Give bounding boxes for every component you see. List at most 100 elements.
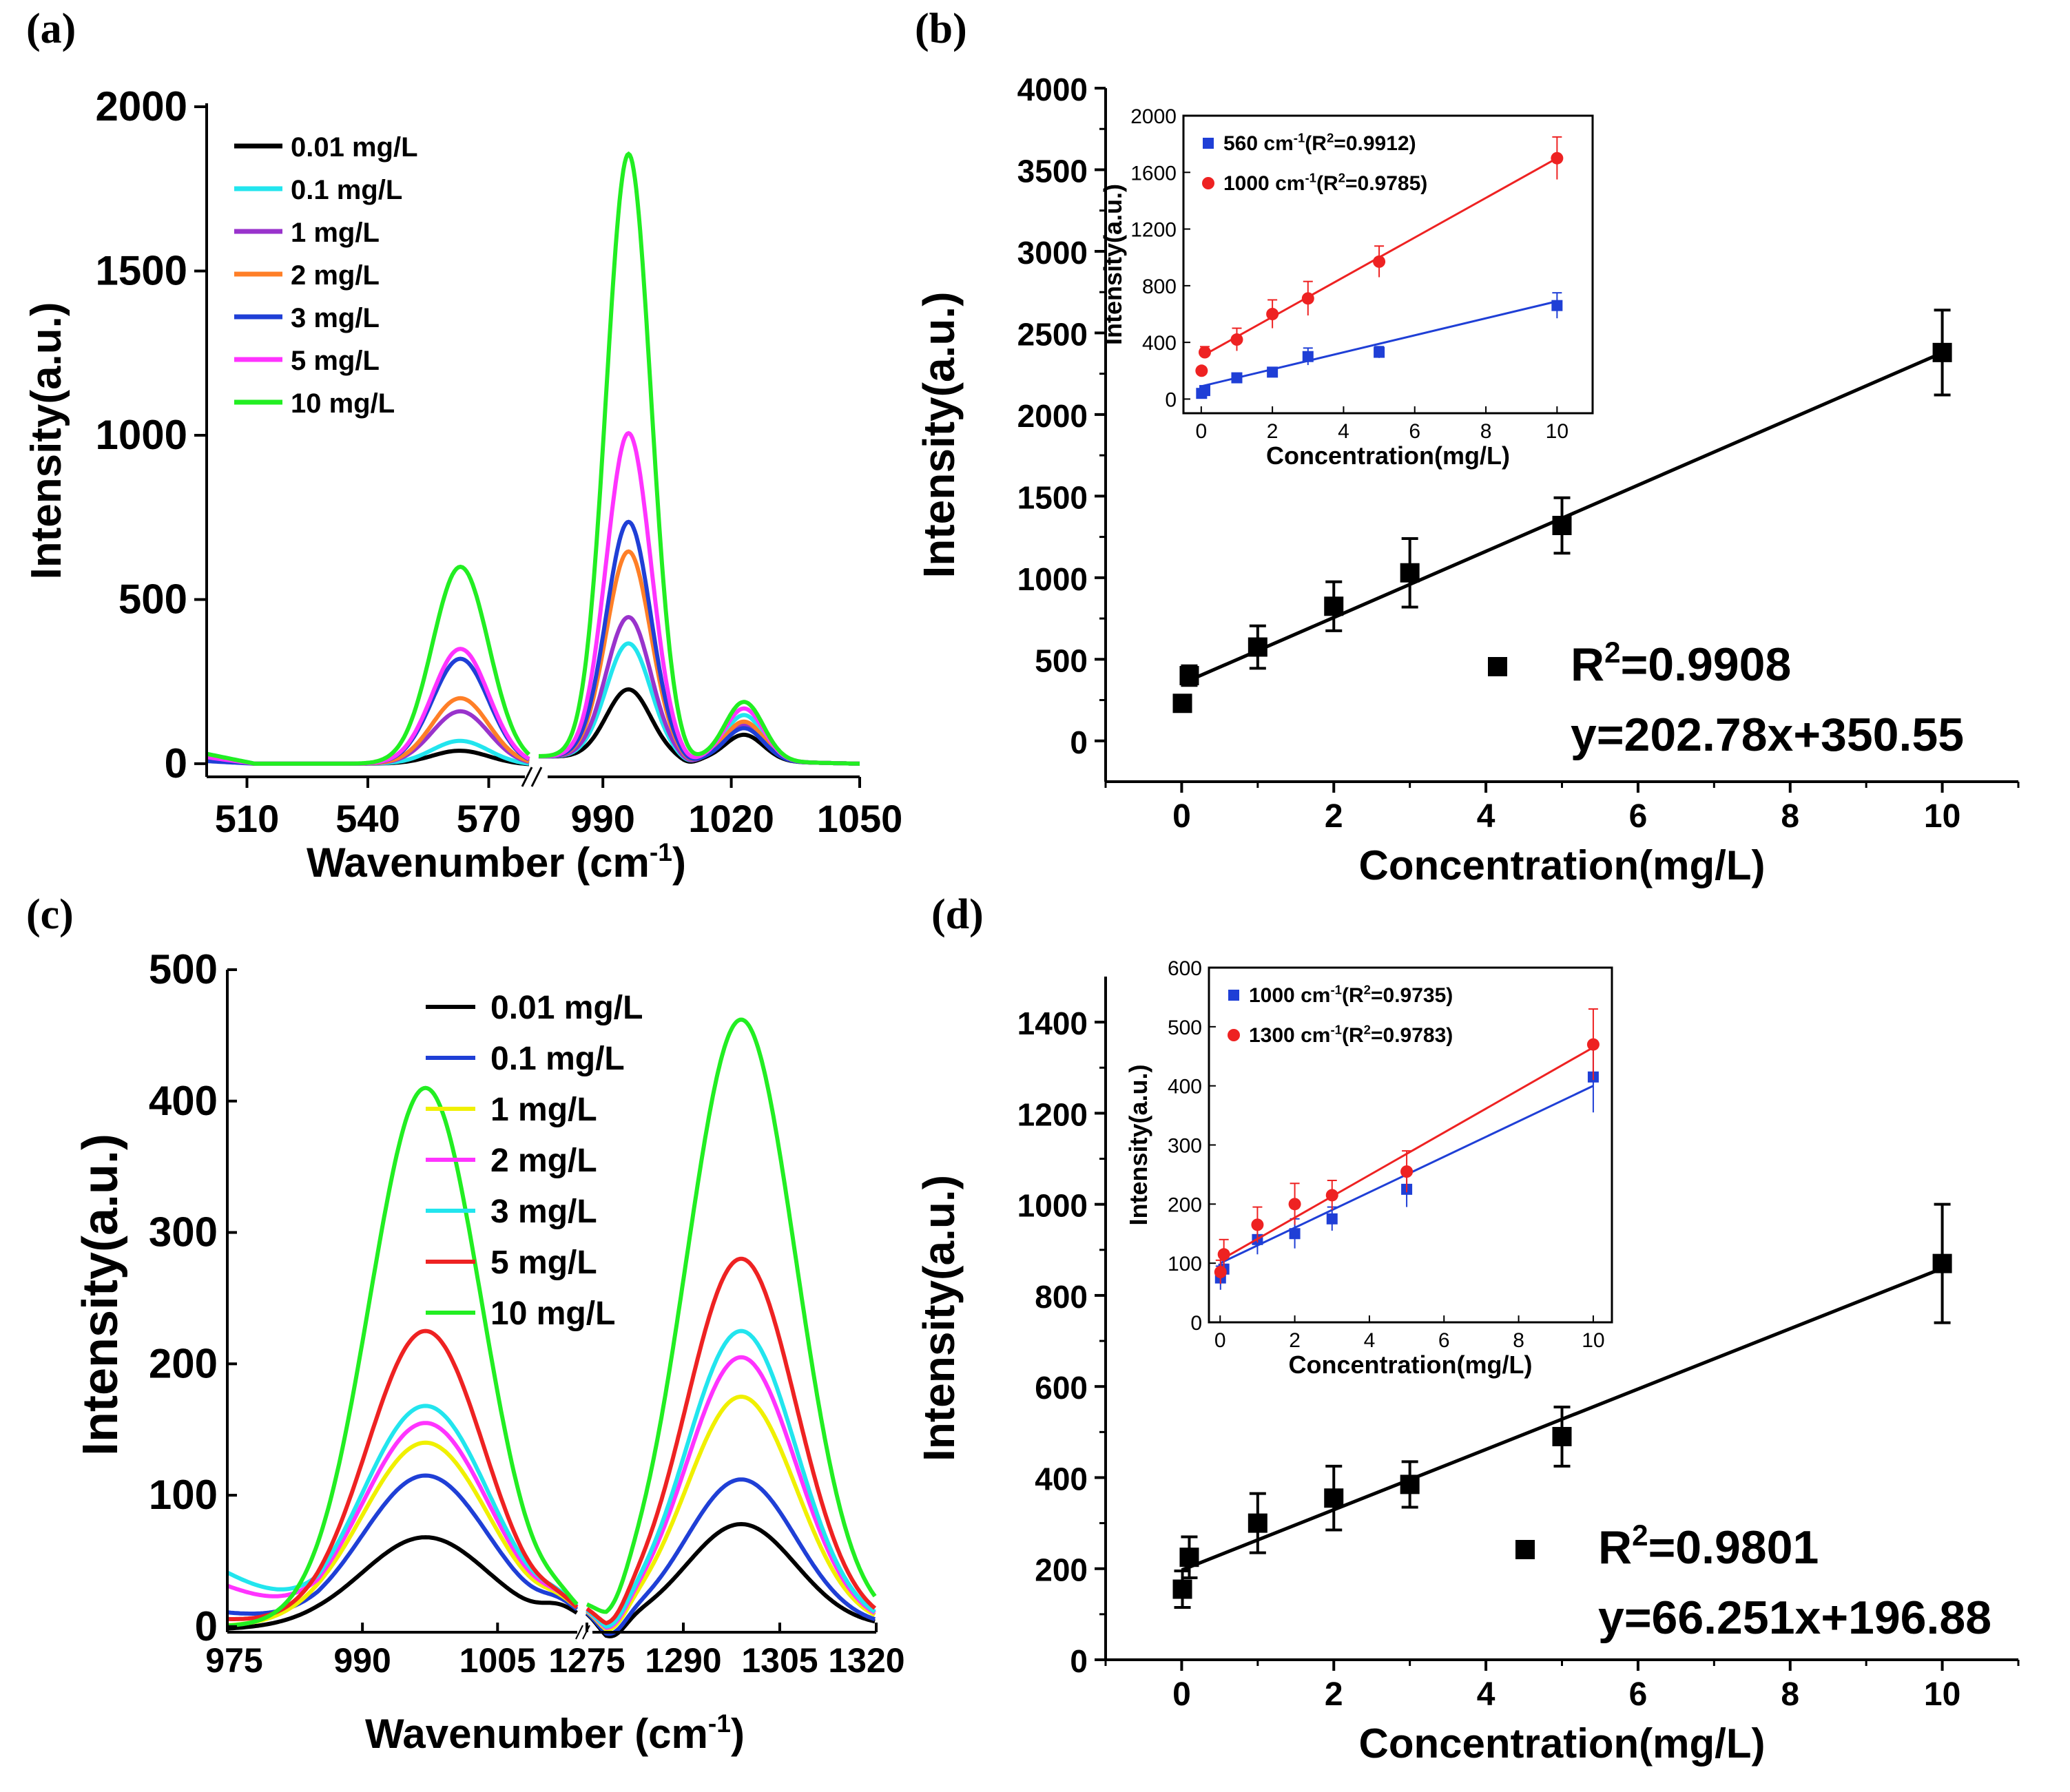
text-span: -1 [1330, 983, 1342, 997]
legend-label-a: 2 mg/L [291, 260, 380, 291]
inset-x-tick-label-d: 0 [1214, 1329, 1226, 1352]
inset-d: 0 100 200 300 400 500 600 0 2 4 6 8 10 Concentration(… [1124, 957, 1613, 1379]
legend-marker-d [1515, 1540, 1535, 1559]
y-tick-label-d: 600 [1035, 1370, 1088, 1406]
inset-frame-d [1208, 966, 1613, 1324]
inset-y-tick-label-b: 2000 [1130, 105, 1177, 128]
y-tick-label-a: 1000 [96, 412, 187, 458]
inset-legend-marker-b [1203, 138, 1214, 149]
inset-data-point-d [1251, 1218, 1264, 1231]
panel-label-c: (c) [26, 891, 74, 938]
inset-fit-line-b [1201, 300, 1557, 388]
series-line-c-right [585, 1521, 876, 1638]
text-span: =0.9801 [1648, 1521, 1819, 1574]
x-tick-label-b: 2 [1325, 798, 1343, 835]
inset-y-axis-label-d: Intensity(a.u.) [1124, 1064, 1152, 1225]
inset-data-point-b [1231, 372, 1243, 384]
inset-legend-marker-b [1202, 177, 1214, 189]
x-tick-label-a: 510 [215, 797, 279, 840]
x-tick-label-c: 1005 [459, 1641, 536, 1680]
inset-x-tick-label-b: 4 [1338, 420, 1349, 443]
panel-c: (c) 0 100 200 300 400 500 975 990 1005 1275 1290 130… [26, 891, 905, 1757]
curves-a [206, 151, 860, 767]
text-span: Wavenumber (cm [307, 840, 650, 886]
inset-data-point-d [1400, 1165, 1414, 1178]
legend-label-a: 3 mg/L [291, 303, 380, 333]
y-tick-label-d: 1200 [1017, 1096, 1088, 1132]
text-span: ) [672, 840, 686, 886]
inset-b: 0 400 800 1200 1600 2000 0 2 4 6 8 10 Concentration(… [1099, 105, 1594, 470]
y-tick-label-d: 0 [1070, 1643, 1088, 1679]
equation-label-b: y=202.78x+350.55 [1571, 709, 1964, 761]
text-span: ) [731, 1711, 745, 1757]
y-axis-label-d: Intensity(a.u.) [914, 1175, 964, 1461]
legend-label-a: 0.01 mg/L [291, 132, 418, 163]
legend-label-a: 0.1 mg/L [291, 175, 402, 205]
text-span: =0.9783) [1371, 1024, 1453, 1047]
data-point-d [1400, 1475, 1420, 1494]
y-tick-label-d: 1400 [1017, 1006, 1088, 1041]
legend-label-c: 5 mg/L [490, 1244, 597, 1281]
series-line-c-left [227, 1535, 578, 1631]
y-tick-label-c: 300 [149, 1209, 218, 1256]
inset-y-tick-label-d: 400 [1168, 1076, 1202, 1098]
inset-data-point-b [1199, 385, 1210, 397]
legend-marker-b [1488, 657, 1507, 676]
x-axis-label-b: Concentration(mg/L) [1359, 842, 1766, 888]
y-axis-label-a: Intensity(a.u.) [23, 302, 70, 579]
legend-label-c: 3 mg/L [490, 1194, 597, 1230]
r2-label-b: R2=0.9908 [1571, 636, 1791, 691]
inset-y-tick-label-b: 1200 [1130, 219, 1177, 242]
text-span: 2 [1604, 636, 1620, 669]
x-tick-label-b: 6 [1629, 798, 1648, 835]
panel-label-b: (b) [915, 6, 967, 52]
y-tick-label-b: 500 [1035, 643, 1088, 678]
legend-label-c: 2 mg/L [490, 1143, 597, 1179]
text-span: -1 [650, 837, 672, 866]
x-tick-label-c: 975 [205, 1641, 262, 1680]
inset-data-point-b [1373, 255, 1386, 268]
inset-y-tick-label-b: 0 [1165, 388, 1177, 411]
inset-x-tick-label-b: 6 [1409, 420, 1420, 443]
legend-label-a: 1 mg/L [291, 218, 380, 248]
inset-x-axis-label-d: Concentration(mg/L) [1289, 1351, 1533, 1379]
x-tick-label-a: 570 [457, 797, 521, 840]
inset-y-tick-label-d: 300 [1168, 1135, 1202, 1158]
data-point-d [1248, 1513, 1267, 1533]
series-line-c-left [226, 1404, 579, 1607]
inset-data-point-d [1288, 1198, 1301, 1211]
inset-y-tick-label-d: 200 [1168, 1194, 1202, 1216]
inset-data-point-b [1198, 346, 1211, 359]
inset-x-axis-label-b: Concentration(mg/L) [1266, 441, 1510, 470]
text-span: -1 [1294, 131, 1305, 145]
inset-x-tick-label-b: 2 [1267, 420, 1279, 443]
inset-data-point-d [1289, 1228, 1301, 1240]
inset-x-tick-label-d: 4 [1364, 1329, 1376, 1352]
data-point-d [1552, 1426, 1572, 1446]
text-span: R [1571, 638, 1604, 691]
y-tick-label-d: 400 [1035, 1461, 1088, 1497]
y-tick-label-d: 200 [1035, 1552, 1088, 1588]
axis-break-c [575, 1625, 583, 1640]
series-line-c-left [227, 1085, 579, 1628]
data-point-b [1172, 694, 1192, 713]
inset-data-point-b [1267, 366, 1279, 378]
x-tick-label-a: 540 [335, 797, 400, 840]
inset-x-tick-label-d: 2 [1289, 1329, 1301, 1352]
r2-label-d: R2=0.9801 [1598, 1519, 1819, 1574]
text-span: =0.9735) [1371, 984, 1453, 1007]
data-point-b [1324, 596, 1344, 616]
x-tick-label-d: 10 [1924, 1676, 1960, 1713]
y-tick-label-c: 100 [149, 1472, 218, 1518]
x-tick-label-d: 0 [1172, 1676, 1191, 1713]
x-axis-label-a: Wavenumber (cm-1) [307, 837, 686, 886]
panel-label-a: (a) [26, 6, 76, 52]
inset-x-tick-label-d: 10 [1582, 1329, 1604, 1352]
text-span: (R [1342, 1024, 1364, 1047]
inset-x-tick-label-b: 8 [1480, 420, 1492, 443]
series-line-c-left [227, 1329, 579, 1621]
data-point-d [1172, 1579, 1192, 1599]
